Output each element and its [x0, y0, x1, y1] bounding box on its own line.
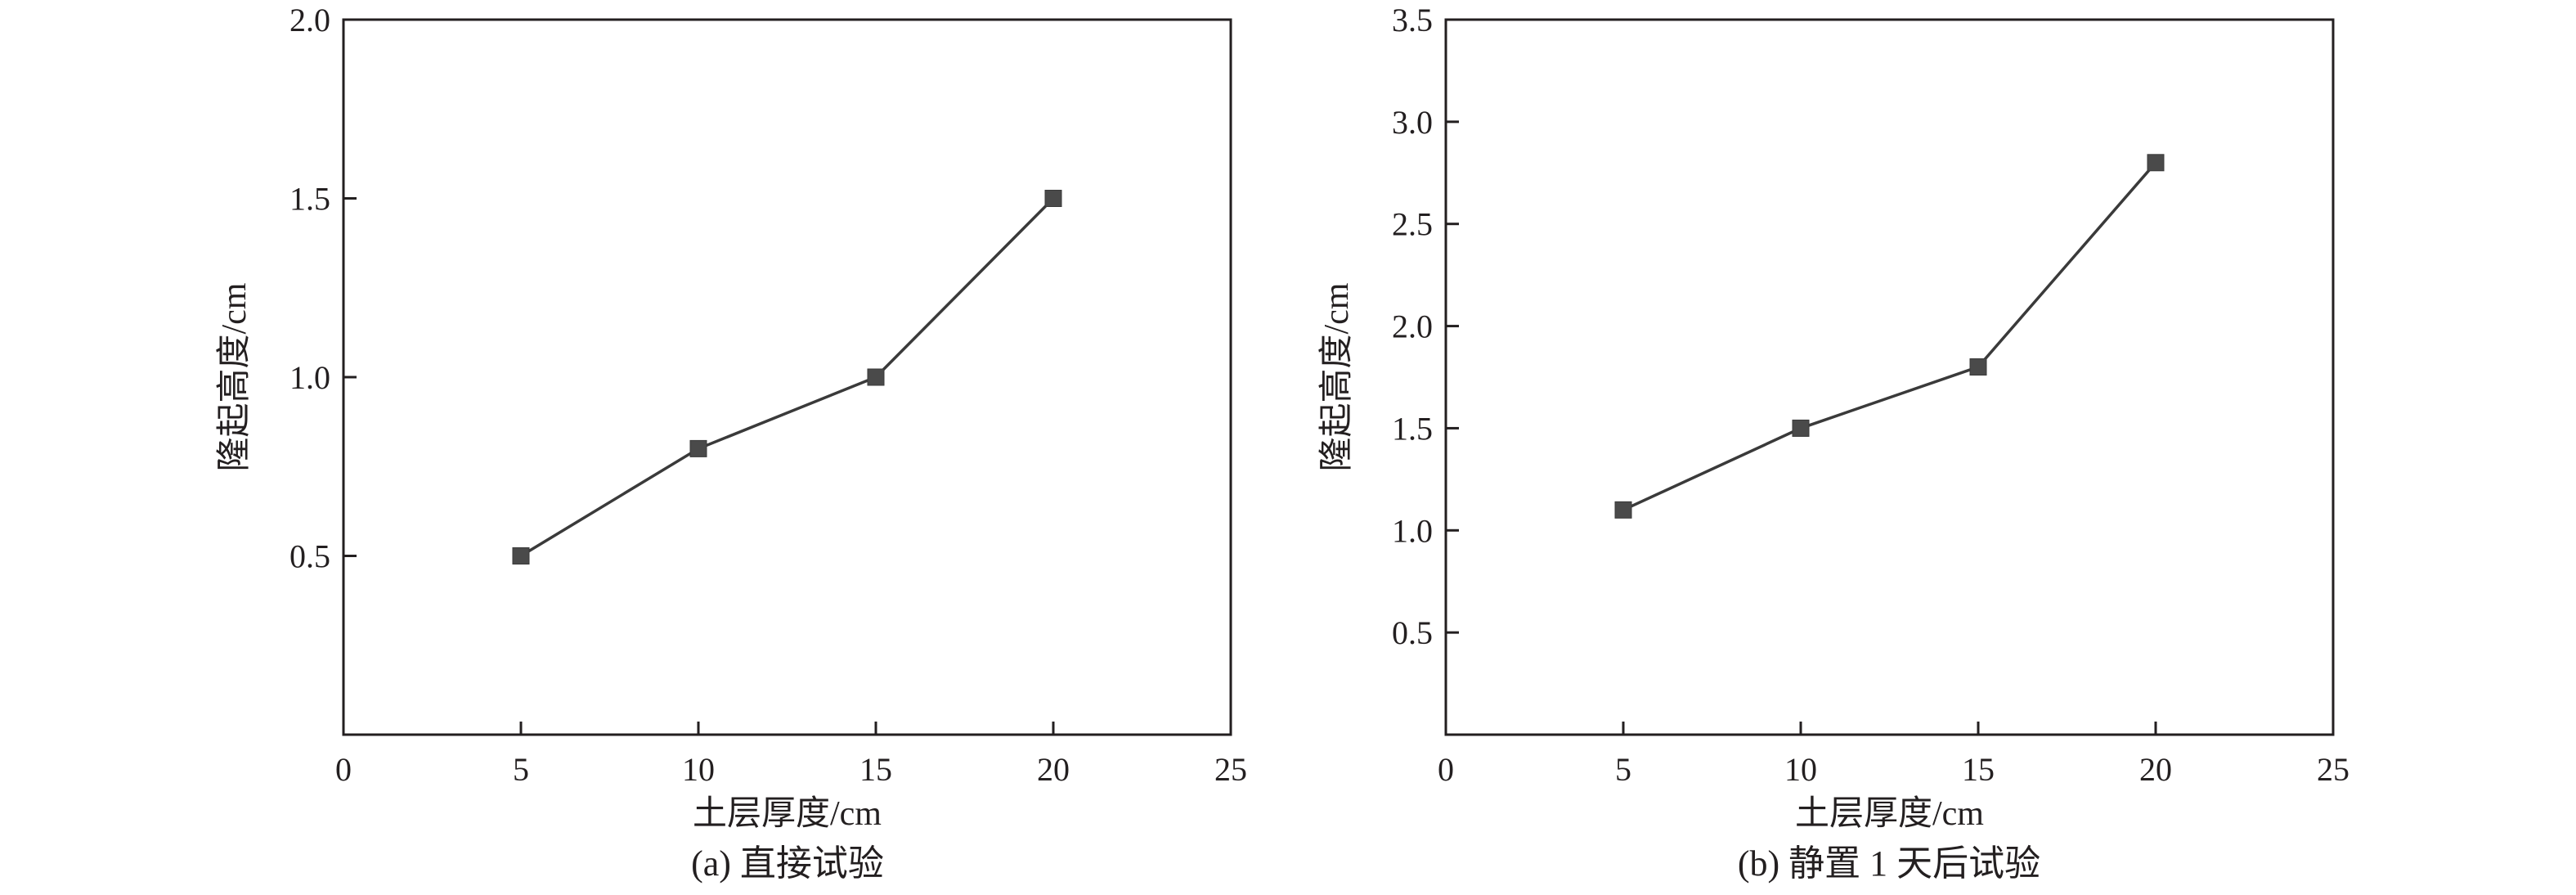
y-tick-label: 1.0: [289, 359, 330, 396]
data-point-marker: [689, 439, 707, 457]
x-tick-label: 0: [1438, 751, 1454, 788]
x-tick-label: 25: [1214, 751, 1247, 788]
data-point-marker: [1969, 358, 1987, 376]
data-point-marker: [1614, 501, 1632, 519]
x-tick-label: 15: [1962, 751, 1995, 788]
y-tick-label: 1.5: [1392, 410, 1433, 447]
y-tick-label: 1.0: [1392, 512, 1433, 549]
y-tick-label: 2.5: [1392, 206, 1433, 243]
data-point-marker: [512, 547, 530, 564]
x-tick-label: 20: [2139, 751, 2172, 788]
chart-panel-b: 0 5 10 15 20 25 0.5 1.0 1.5 2.0 2.5 3.0 3.5 土层厚度/cm 隆起…: [1318, 2, 2349, 884]
x-tick-label: 0: [335, 751, 352, 788]
data-point-marker: [1792, 419, 1810, 437]
data-point-marker: [1044, 190, 1062, 207]
panel-caption: (a) 直接试验: [691, 843, 884, 884]
y-tick-label: 3.5: [1392, 2, 1433, 38]
data-point-marker: [867, 368, 885, 386]
x-axis-title: 土层厚度/cm: [693, 795, 882, 833]
x-tick-label: 15: [859, 751, 892, 788]
y-tick-label: 2.0: [1392, 308, 1433, 345]
y-tick-label: 2.0: [289, 2, 330, 38]
x-tick-label: 5: [1615, 751, 1631, 788]
panel-caption: (b) 静置 1 天后试验: [1738, 843, 2040, 884]
plot-frame: [342, 18, 1232, 736]
x-tick-label: 10: [682, 751, 715, 788]
x-tick-label: 5: [513, 751, 529, 788]
data-point-marker: [2147, 154, 2165, 172]
series-line: [1622, 161, 2157, 511]
series-line: [520, 197, 1055, 557]
y-tick-label: 0.5: [289, 538, 330, 575]
y-tick-label: 3.0: [1392, 104, 1433, 141]
x-tick-label: 20: [1037, 751, 1070, 788]
y-axis-title: 隆起高度/cm: [1318, 282, 1356, 471]
y-axis-title: 隆起高度/cm: [216, 282, 254, 471]
chart-panel-a: 0 5 10 15 20 25 0.5 1.0 1.5 2.0 土层厚度/cm 隆起高度/cm (a) …: [216, 2, 1247, 884]
y-tick-label: 0.5: [1392, 614, 1433, 651]
x-axis-title: 土层厚度/cm: [1795, 795, 1984, 833]
x-tick-label: 25: [2317, 751, 2349, 788]
plot-frame: [1444, 18, 2335, 736]
x-tick-label: 10: [1784, 751, 1817, 788]
y-tick-label: 1.5: [289, 181, 330, 218]
